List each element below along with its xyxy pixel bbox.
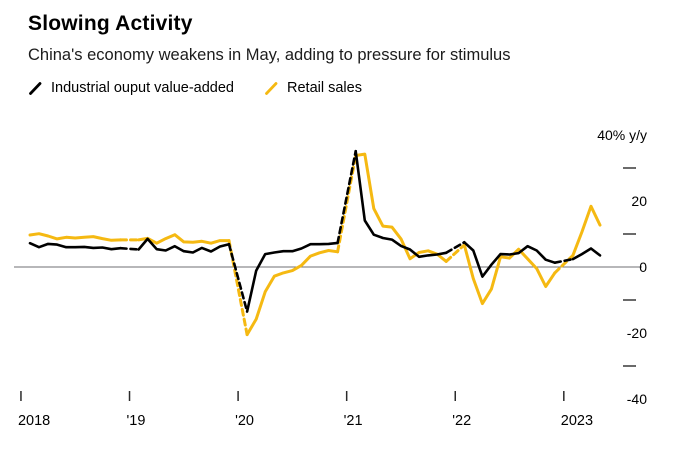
x-axis-label: '20 — [235, 413, 254, 429]
y-axis-label: 20 — [631, 193, 647, 209]
x-axis-label: 2023 — [561, 413, 593, 429]
chart-header: Slowing Activity China's economy weakens… — [28, 4, 663, 96]
series-line-dashed-1 — [119, 154, 575, 337]
x-axis-label: 2018 — [18, 413, 50, 429]
legend-label-retail: Retail sales — [287, 80, 362, 96]
y-axis-label: 40% y/y — [597, 127, 647, 143]
x-axis-label: '21 — [344, 413, 363, 429]
x-axis-label: '19 — [127, 413, 146, 429]
chart-title: Slowing Activity — [28, 12, 193, 35]
y-axis-label: -20 — [627, 325, 647, 341]
series-line-0 — [28, 149, 602, 313]
chart-legend: Industrial ouput value-added Retail sale… — [28, 80, 663, 96]
y-axis-label: 0 — [639, 259, 647, 275]
series-line-dashed-0 — [119, 149, 575, 313]
series-line-1 — [28, 152, 602, 337]
legend-label-industrial: Industrial ouput value-added — [51, 80, 234, 96]
y-axis-label: -40 — [627, 391, 647, 407]
legend-item-retail: Retail sales — [264, 80, 362, 96]
chart-subtitle: China's economy weakens in May, adding t… — [28, 46, 511, 64]
line-swatch-icon — [265, 81, 278, 95]
legend-item-industrial: Industrial ouput value-added — [28, 80, 234, 96]
line-swatch-icon — [29, 81, 42, 95]
x-axis-label: '22 — [452, 413, 471, 429]
